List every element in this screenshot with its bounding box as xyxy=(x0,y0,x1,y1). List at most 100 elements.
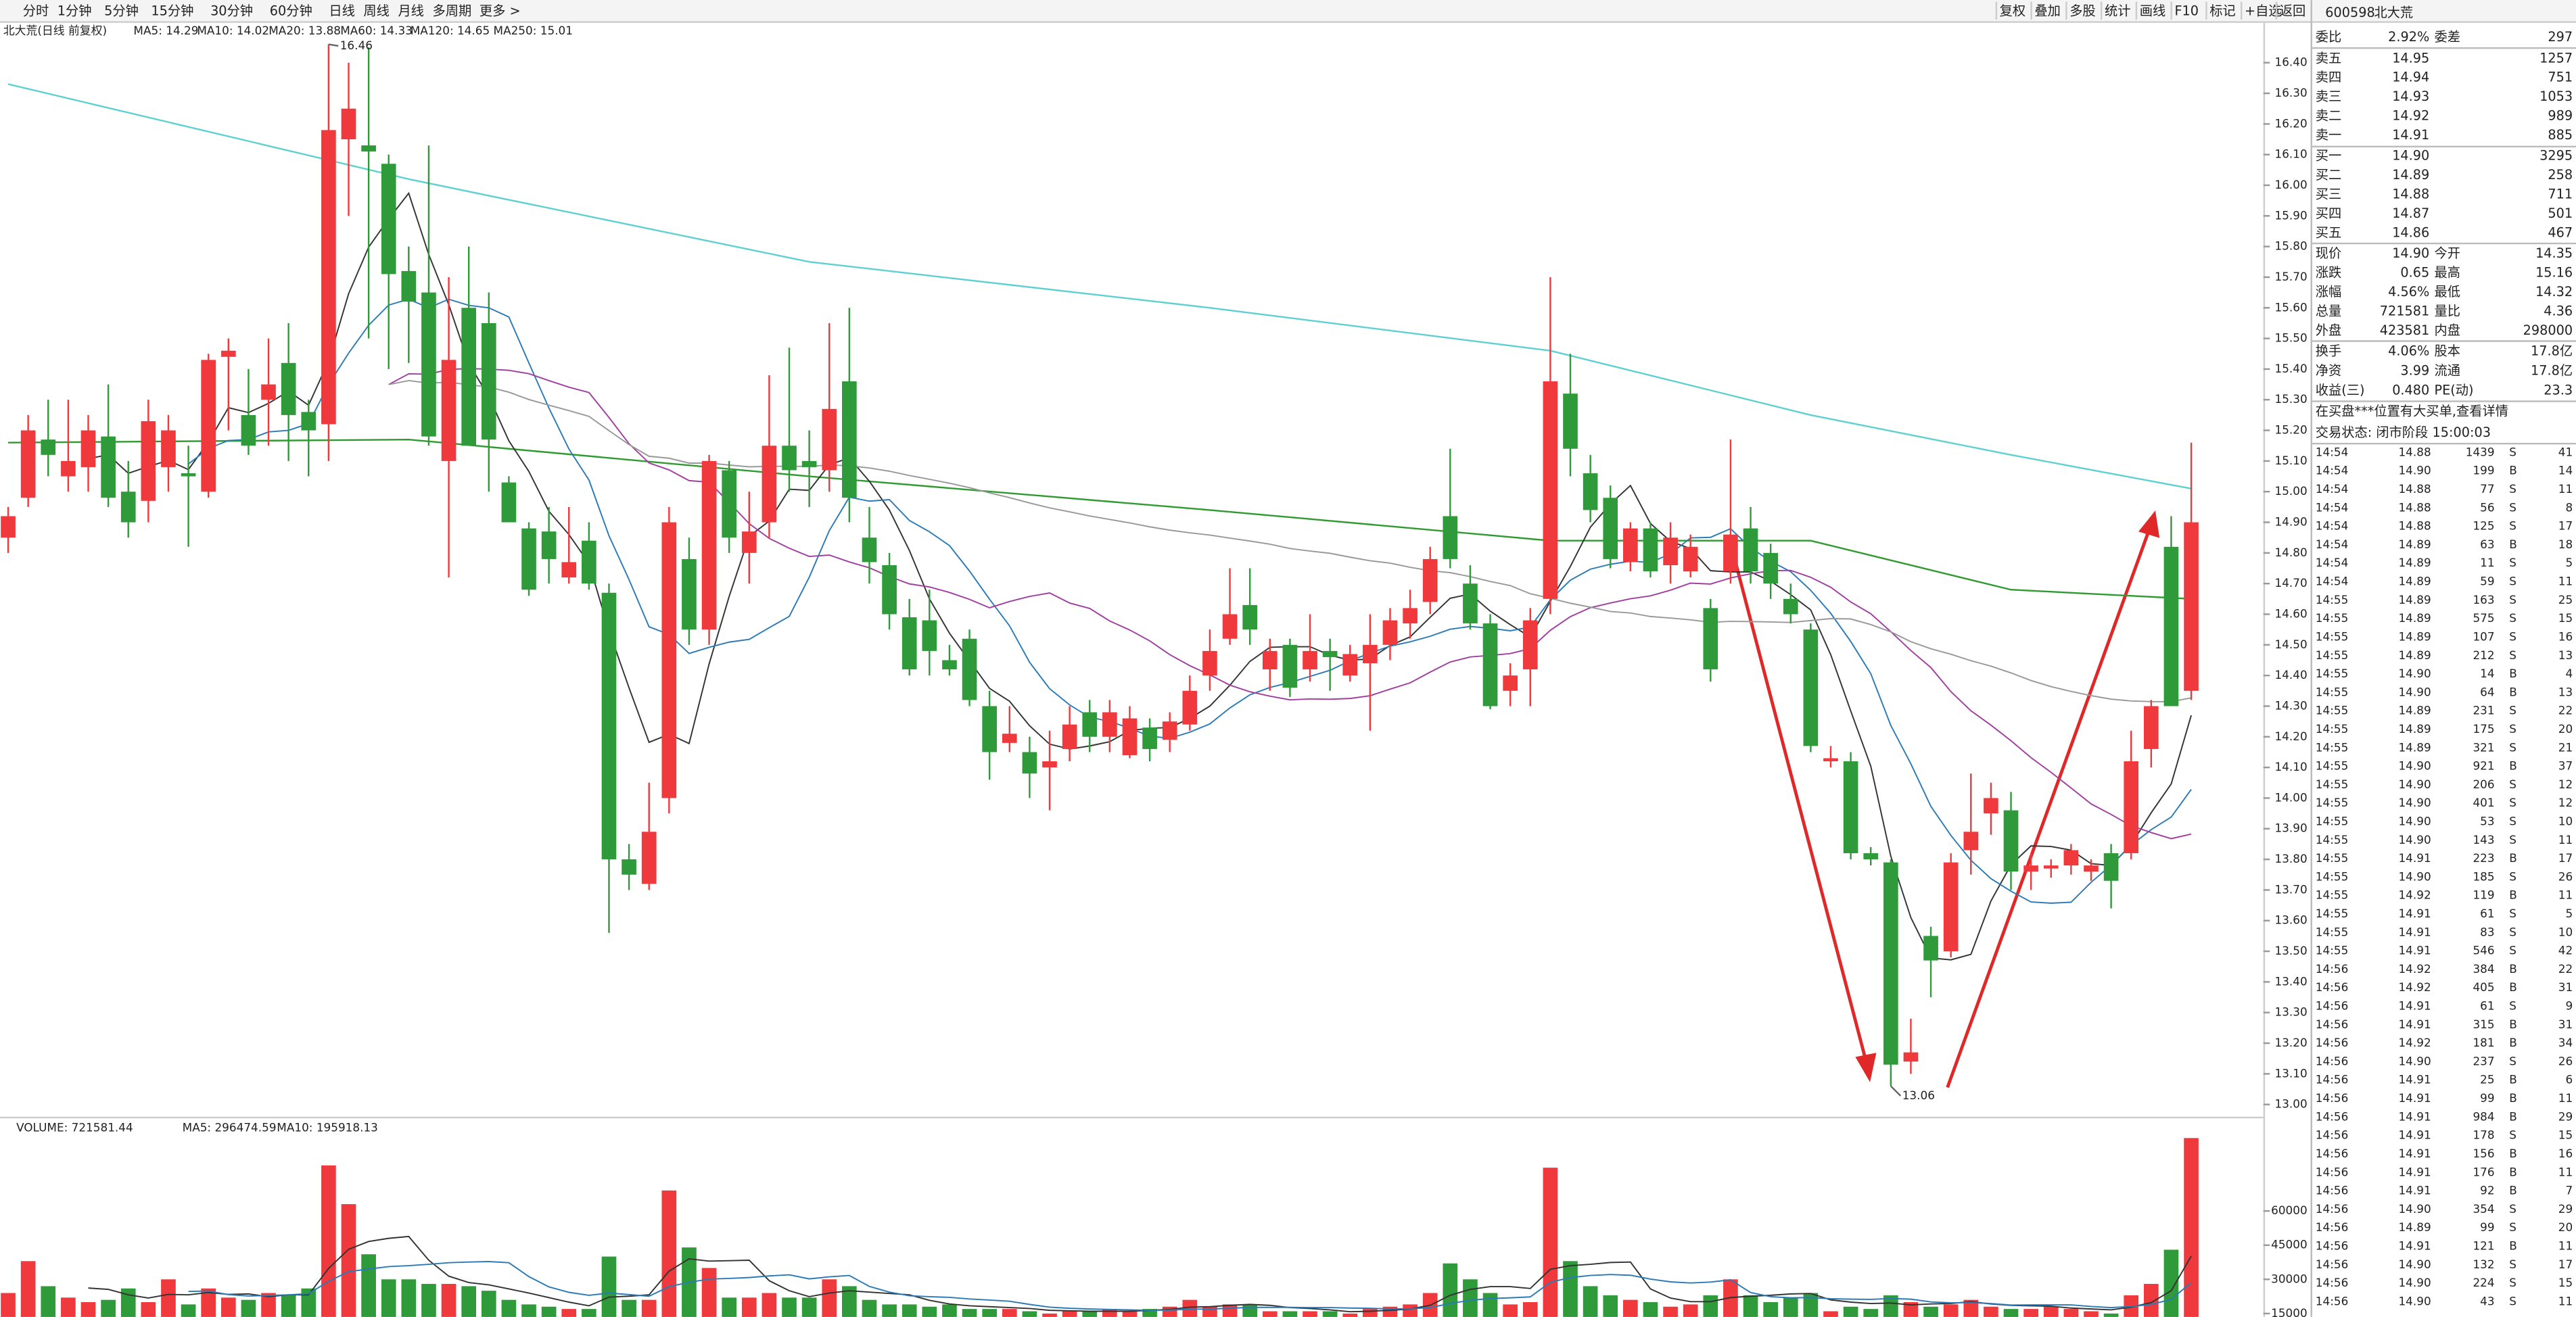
period-tab[interactable]: 30分钟 xyxy=(210,3,253,18)
trade-count: 12 xyxy=(2558,777,2573,791)
trade-time: 14:55 xyxy=(2316,777,2349,791)
notice[interactable]: 在买盘***位置有大买单,查看详情 xyxy=(2316,404,2508,419)
candle-body xyxy=(1062,724,1077,749)
trade-time: 14:54 xyxy=(2316,445,2349,458)
period-tab[interactable]: 多周期 xyxy=(432,3,471,18)
candle-body xyxy=(1743,528,1758,572)
candle-body xyxy=(2063,850,2079,866)
trade-count: 18 xyxy=(2558,537,2573,551)
candle-body xyxy=(661,522,677,798)
volume-bar xyxy=(2163,1249,2179,1317)
trade-time: 14:55 xyxy=(2316,888,2349,902)
trade-price: 14.89 xyxy=(2398,722,2431,736)
candle-body xyxy=(80,430,96,467)
ma-legend: MA20: 13.88 xyxy=(268,24,341,37)
ma-line xyxy=(88,191,2192,961)
volume-bar xyxy=(601,1256,617,1317)
field-label: 外盘 xyxy=(2316,322,2342,338)
volume-bar xyxy=(901,1304,917,1317)
y-tick-label: 13.40 xyxy=(2274,974,2307,988)
volume-bar xyxy=(381,1279,396,1317)
volume-bar xyxy=(2184,1138,2199,1317)
trade-side: S xyxy=(2509,907,2516,920)
candle-body xyxy=(641,832,657,884)
volume-legend: MA5: 296474.59 xyxy=(183,1121,277,1134)
trade-volume: 212 xyxy=(2473,648,2494,662)
trade-count: 8 xyxy=(2565,500,2573,514)
tool-button[interactable]: +自选 xyxy=(2245,3,2282,18)
tool-button[interactable]: 画线 xyxy=(2140,3,2166,18)
trade-price: 14.91 xyxy=(2398,925,2431,938)
period-tab[interactable]: 周线 xyxy=(363,3,390,18)
trade-price: 14.91 xyxy=(2398,1073,2431,1086)
period-tab[interactable]: 5分钟 xyxy=(104,3,139,18)
trade-side: B xyxy=(2509,685,2517,698)
candle-body xyxy=(2163,546,2179,707)
volume-title: VOLUME: 721581.44 xyxy=(16,1121,133,1134)
volume-bar xyxy=(1863,1309,1879,1317)
tool-button[interactable]: 返回 xyxy=(2280,3,2306,18)
candle-body xyxy=(321,130,336,425)
period-tab[interactable]: 15分钟 xyxy=(151,3,193,18)
volume-bar xyxy=(1563,1261,1578,1317)
trade-count: 26 xyxy=(2558,1054,2573,1068)
volume-bar xyxy=(1623,1299,1638,1317)
volume-legend: MA10: 195918.13 xyxy=(277,1121,378,1134)
trade-price: 14.89 xyxy=(2398,593,2431,606)
trade-count: 4 xyxy=(2565,667,2573,680)
trade-count: 11 xyxy=(2558,482,2573,496)
y-tick-label: 15.60 xyxy=(2274,300,2307,314)
trade-volume: 107 xyxy=(2473,629,2494,643)
trade-volume: 354 xyxy=(2473,1202,2494,1216)
volume-bar xyxy=(1984,1306,1998,1317)
period-tab[interactable]: 60分钟 xyxy=(270,3,312,18)
candle-body xyxy=(1022,752,1037,774)
tool-button[interactable]: F10 xyxy=(2174,3,2199,18)
period-tab[interactable]: 更多 > xyxy=(479,3,521,18)
book-price: 14.90 xyxy=(2392,148,2429,164)
candle-body xyxy=(822,408,837,471)
volume-bar xyxy=(1463,1279,1478,1317)
period-tab[interactable]: 日线 xyxy=(329,3,355,18)
trade-count: 31 xyxy=(2558,1017,2573,1031)
trade-volume: 223 xyxy=(2473,851,2494,865)
candle-body xyxy=(1182,690,1198,725)
volume-bar xyxy=(2043,1306,2059,1317)
volume-bar xyxy=(341,1204,356,1317)
period-tab[interactable]: 分时 xyxy=(23,3,49,18)
trend-arrows xyxy=(1734,510,2160,1088)
y-tick-label: 15.90 xyxy=(2274,208,2307,222)
trade-side: B xyxy=(2509,1184,2517,1197)
period-tab[interactable]: 1分钟 xyxy=(57,3,92,18)
trade-time: 14:56 xyxy=(2316,1128,2349,1142)
candle-body xyxy=(982,706,998,752)
volume-bar xyxy=(2023,1309,2038,1317)
tool-button[interactable]: 标记 xyxy=(2209,3,2235,18)
volume-bar xyxy=(1903,1302,1919,1317)
trade-side: S xyxy=(2509,1220,2516,1234)
tool-button[interactable]: 复权 xyxy=(2000,3,2026,18)
trade-status: 交易状态: 闭市阶段 15:00:03 xyxy=(2316,425,2491,440)
volume-bar xyxy=(1703,1295,1718,1317)
trade-price: 14.89 xyxy=(2398,556,2431,569)
trade-count: 21 xyxy=(2558,740,2573,754)
tool-button[interactable]: 叠加 xyxy=(2034,3,2061,18)
trade-price: 14.92 xyxy=(2398,888,2431,902)
book-label: 卖三 xyxy=(2316,89,2342,104)
stock-code: 600598 xyxy=(2325,5,2374,20)
field-value: 17.8亿 xyxy=(2531,363,2573,379)
volume-bar xyxy=(1543,1168,1558,1317)
y-tick-label: 16.30 xyxy=(2274,86,2307,99)
trade-time: 14:56 xyxy=(2316,999,2349,1013)
trade-count: 11 xyxy=(2558,575,2573,588)
tool-button[interactable]: 统计 xyxy=(2105,3,2130,18)
period-tab[interactable]: 月线 xyxy=(398,3,424,18)
y-tick-label: 16.40 xyxy=(2274,55,2307,69)
trade-time: 14:56 xyxy=(2316,1054,2349,1068)
trade-time: 14:55 xyxy=(2316,611,2349,625)
trade-count: 20 xyxy=(2558,722,2573,736)
volume-bar xyxy=(501,1299,517,1317)
candle-body xyxy=(1663,537,1678,565)
trade-volume: 185 xyxy=(2473,869,2494,883)
tool-button[interactable]: 多股 xyxy=(2069,3,2095,18)
